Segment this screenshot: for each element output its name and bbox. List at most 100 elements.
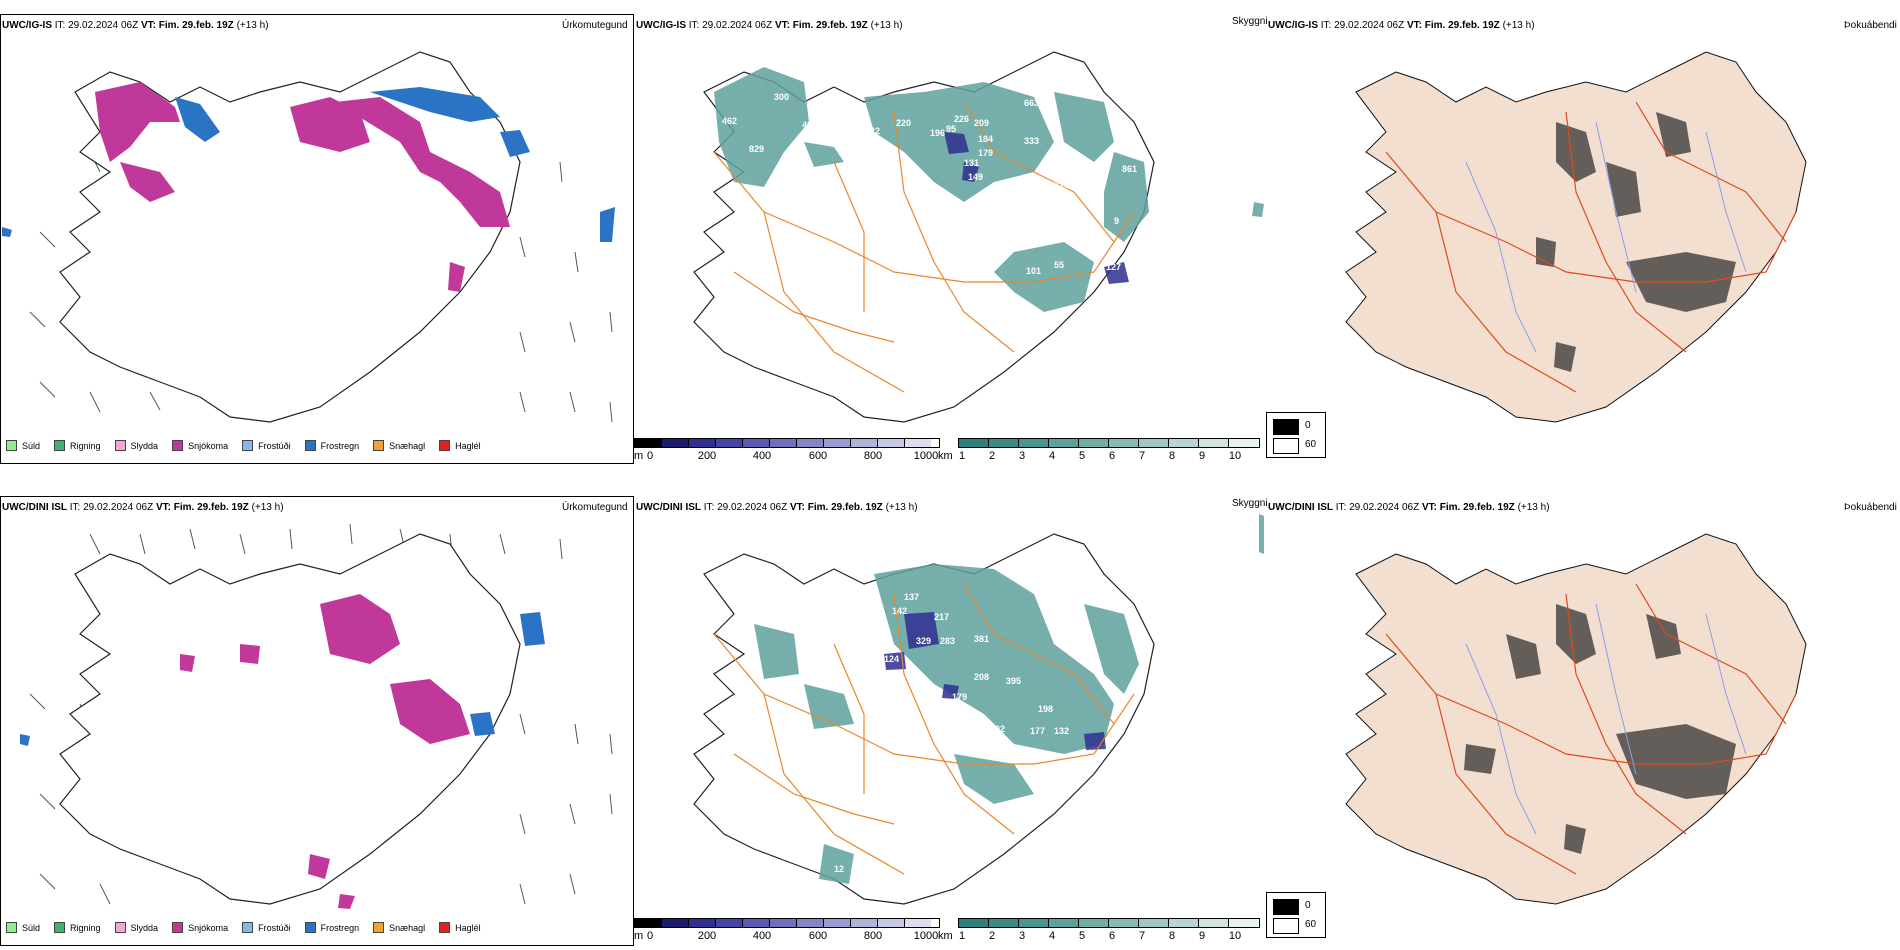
legend-item: Súld: [6, 922, 40, 933]
visibility-tick: 8: [1168, 930, 1176, 942]
it-label: IT:: [1320, 20, 1332, 31]
cloud-label: 113: [730, 700, 745, 710]
vt-label: VT:: [155, 502, 171, 513]
cloud-label: 553: [962, 712, 977, 722]
fog-key-label: 60: [1305, 919, 1317, 930]
legend-label: Súld: [22, 440, 41, 451]
panel-title-cloud-top: Skyggni: [1232, 16, 1268, 27]
fog-key-label: 60: [1305, 439, 1317, 450]
lead-time: (+13 h): [1517, 502, 1550, 513]
ceiling-tick: 1000: [913, 450, 939, 462]
visibility-tick: 1: [958, 930, 966, 942]
vt-label: VT:: [789, 502, 805, 513]
vt-label: VT:: [774, 20, 790, 31]
legend-item: Slydda: [114, 922, 159, 933]
cloud-label: 395: [1006, 676, 1021, 686]
precip-legend-bottom: Súld Rigning Slydda Snjókoma Frostúði Fr…: [6, 922, 495, 933]
cloud-label: 95: [946, 124, 956, 134]
model-name: UWC/DINI ISL: [2, 502, 67, 513]
legend-swatch: [373, 440, 385, 451]
legend-swatch: [439, 922, 451, 933]
cloud-label: 829: [749, 144, 764, 154]
cloud-label: 217: [934, 612, 949, 622]
cloud-label: 179: [978, 148, 993, 158]
it-value: 29.02.2024 06Z: [702, 20, 773, 31]
fog-panel-bottom: [1266, 494, 1900, 946]
lead-time: (+13 h): [1502, 20, 1535, 31]
model-name: UWC/IG-IS: [2, 20, 52, 31]
vt-value: Fim. 29.feb. 19Z: [1424, 20, 1500, 31]
header-precip-top: UWC/IG-IS IT: 29.02.2024 06Z VT: Fim. 29…: [2, 20, 269, 31]
legend-item: Slydda: [114, 440, 159, 451]
cloud-panel-top: 300 462 480 829 159 527 22 220 196 95 22…: [634, 12, 1266, 464]
cloud-label: 55: [1054, 260, 1064, 270]
cloud-label: 177: [1030, 726, 1045, 736]
legend-label: Súld: [22, 922, 41, 933]
lead-time: (+13 h): [870, 20, 903, 31]
cloud-label: 283: [940, 636, 955, 646]
fog-key-top: 0 60: [1266, 412, 1326, 458]
vt-label: VT:: [140, 20, 156, 31]
legend-item: Frostregn: [304, 440, 359, 451]
cloud-label: 220: [896, 118, 911, 128]
cloud-map-top: 300 462 480 829 159 527 22 220 196 95 22…: [693, 51, 1264, 423]
cloud-label: 159: [784, 154, 799, 164]
panel-title-fog-bottom: Þokuábendi: [1844, 502, 1897, 513]
legend-label: Slydda: [130, 922, 159, 933]
vt-value: Fim. 29.feb. 19Z: [792, 20, 868, 31]
model-name: UWC/IG-IS: [636, 20, 686, 31]
cloud-map-bottom: 137 142 217 329 283 381 124 208 395 113 …: [693, 514, 1264, 905]
lead-time: (+13 h): [236, 20, 269, 31]
legend-label: Snæhagl: [389, 440, 426, 451]
panel-title-precip-top: Úrkomutegund: [562, 20, 628, 31]
precip-panel-top: Súld Rigning Slydda Snjókoma Frostúði Fr…: [0, 12, 634, 464]
model-name: UWC/DINI ISL: [636, 502, 701, 513]
visibility-unit: km: [938, 930, 953, 942]
cloud-label: 663: [1024, 98, 1039, 108]
cloud-label: 886: [1044, 168, 1059, 178]
legend-item: Snjókoma: [172, 922, 228, 933]
legend-label: Slydda: [130, 440, 159, 451]
visibility-tick: 3: [1018, 930, 1026, 942]
ceiling-colorbar-top: m 0 200 400 600 800 1000: [634, 438, 954, 464]
legend-item: Snjókoma: [172, 440, 228, 451]
visibility-tick: 4: [1048, 450, 1056, 462]
it-label: IT:: [1335, 502, 1347, 513]
legend-label: Rigning: [70, 440, 101, 451]
legend-label: Rigning: [70, 922, 101, 933]
cloud-label: 196: [930, 128, 945, 138]
lead-time: (+13 h): [885, 502, 918, 513]
legend-swatch: [304, 922, 316, 933]
it-value: 29.02.2024 06Z: [1349, 502, 1420, 513]
visibility-colorbar-bottom: km 1 2 3 4 5 6 7 8 9 10: [938, 918, 1268, 944]
legend-swatch: [439, 440, 451, 451]
cloud-label: 198: [1038, 704, 1053, 714]
legend-label: Frostúði: [258, 440, 291, 451]
legend-swatch: [172, 922, 184, 933]
legend-swatch: [114, 922, 126, 933]
legend-label: Snæhagl: [389, 922, 426, 933]
cloud-label: 142: [892, 606, 907, 616]
cloud-label: 149: [968, 172, 983, 182]
ceiling-colorbar-boxes: [634, 918, 940, 928]
cloud-label: 124: [884, 654, 899, 664]
cloud-label: 300: [774, 92, 789, 102]
header-fog-bottom: UWC/DINI ISL IT: 29.02.2024 06Z VT: Fim.…: [1268, 502, 1550, 513]
fog-map-bottom: [1345, 533, 1807, 905]
fog-key-swatch: [1273, 899, 1299, 915]
cloud-label: 179: [952, 692, 967, 702]
legend-item: Snæhagl: [373, 440, 425, 451]
legend-label: Haglél: [455, 922, 481, 933]
header-cloud-top: UWC/IG-IS IT: 29.02.2024 06Z VT: Fim. 29…: [636, 20, 903, 31]
visibility-tick: 10: [1228, 930, 1242, 942]
legend-item: Frostúði: [242, 922, 291, 933]
visibility-tick: 2: [988, 930, 996, 942]
cloud-label: 9: [1114, 216, 1119, 226]
cloud-label: 138: [1124, 250, 1139, 260]
vt-value: Fim. 29.feb. 19Z: [807, 502, 883, 513]
legend-swatch: [373, 922, 385, 933]
precip-panel-bottom: Súld Rigning Slydda Snjókoma Frostúði Fr…: [0, 494, 634, 946]
cloud-label: 209: [974, 118, 989, 128]
legend-label: Frostúði: [258, 922, 291, 933]
legend-item: Rigning: [54, 440, 101, 451]
